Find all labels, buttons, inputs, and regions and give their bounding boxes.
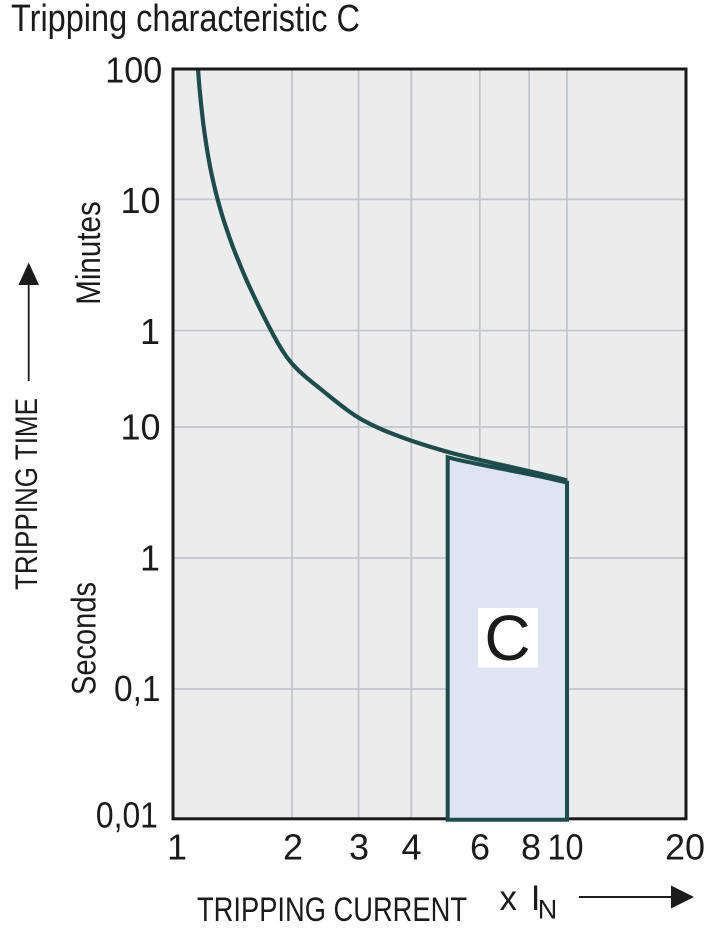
svg-text:0,01: 0,01 <box>96 794 158 835</box>
svg-text:TRIPPING CURRENT: TRIPPING CURRENT <box>197 891 467 928</box>
svg-text:1: 1 <box>140 538 160 579</box>
svg-text:0,1: 0,1 <box>114 668 161 709</box>
svg-text:4: 4 <box>401 827 421 868</box>
svg-text:1: 1 <box>140 311 160 352</box>
svg-text:1: 1 <box>167 827 187 868</box>
svg-text:I: I <box>531 879 541 918</box>
svg-text:N: N <box>538 895 558 925</box>
svg-text:TRIPPING TIME: TRIPPING TIME <box>8 398 44 590</box>
svg-text:6: 6 <box>470 827 490 868</box>
svg-text:x: x <box>500 879 518 918</box>
svg-text:2: 2 <box>283 827 303 868</box>
svg-text:8: 8 <box>521 827 541 868</box>
svg-text:10: 10 <box>120 180 160 221</box>
svg-text:Tripping characteristic C: Tripping characteristic C <box>11 0 360 40</box>
svg-text:Seconds: Seconds <box>66 582 104 695</box>
svg-text:10: 10 <box>120 407 160 448</box>
svg-text:100: 100 <box>105 49 162 90</box>
svg-text:Minutes: Minutes <box>70 201 108 305</box>
svg-text:3: 3 <box>349 827 369 868</box>
svg-text:C: C <box>484 602 530 674</box>
svg-text:20: 20 <box>665 827 705 868</box>
svg-text:10: 10 <box>548 827 584 868</box>
